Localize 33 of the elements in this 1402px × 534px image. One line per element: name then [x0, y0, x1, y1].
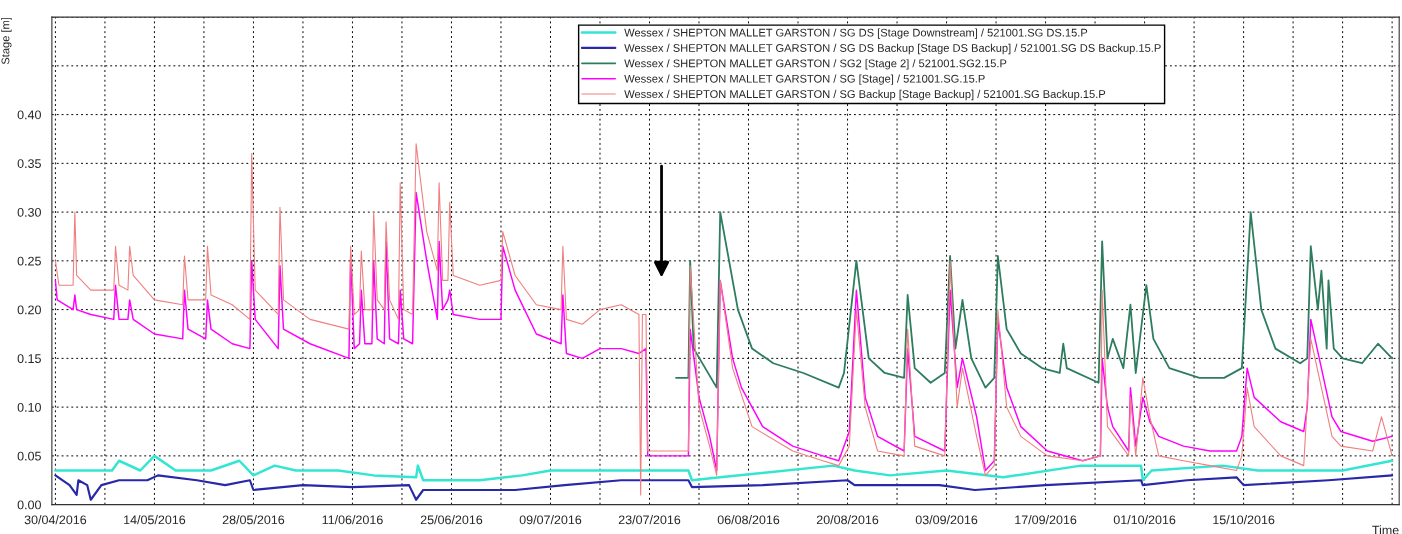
x-tick-label: 17/09/2016 [1015, 515, 1077, 525]
y-tick-label: 0.15 [17, 354, 41, 364]
y-tick-label: 0.20 [17, 305, 41, 315]
x-tick-label: 11/06/2016 [322, 515, 383, 525]
x-tick-label: 14/05/2016 [124, 515, 186, 525]
line-series [54, 454, 1394, 482]
x-axis-title: Time [1372, 525, 1399, 534]
x-tick-label: 03/09/2016 [915, 515, 978, 525]
line-series [54, 474, 1394, 501]
legend-label: Wessex / SHEPTON MALLET GARSTON / SG Backup [Stage Backup] / 521001.SG Backup.15.P [624, 89, 1106, 101]
x-tick-label: 15/10/2016 [1213, 515, 1275, 525]
y-tick-label: 0.40 [17, 110, 41, 120]
legend-label: Wessex / SHEPTON MALLET GARSTON / SG DS Backup [Stage DS Backup] / 521001.SG DS Backup.15.P [624, 43, 1161, 55]
legend-label: Wessex / SHEPTON MALLET GARSTON / SG DS [Stage Downstream] / 521001.SG DS.15.P [624, 28, 1088, 39]
y-tick-label: 0.25 [17, 256, 41, 266]
x-tick-label: 06/08/2016 [717, 515, 780, 525]
x-tick-label: 30/04/2016 [24, 515, 87, 525]
x-tick-label: 01/10/2016 [1113, 515, 1176, 525]
x-tick-label: 28/05/2016 [222, 515, 285, 525]
x-tick-label: 20/08/2016 [816, 515, 879, 525]
legend-label: Wessex / SHEPTON MALLET GARSTON / SG [Stage] / 521001.SG.15.P [624, 74, 985, 85]
y-tick-label: 0.30 [17, 207, 41, 217]
line-series [675, 211, 1394, 389]
x-tick-label: 23/07/2016 [618, 515, 681, 525]
x-tick-label: 25/06/2016 [420, 515, 483, 525]
y-tick-label: 0.35 [17, 159, 41, 168]
x-tick-label: 09/07/2016 [519, 515, 582, 525]
y-tick-label: 0.10 [17, 402, 41, 412]
y-axis-title: Stage [m] [1, 17, 12, 65]
y-tick-label: 0.05 [17, 451, 41, 461]
line-series [54, 143, 1393, 496]
legend-label: Wessex / SHEPTON MALLET GARSTON / SG2 [Stage 2] / 521001.SG2.15.P [624, 59, 1007, 70]
y-tick-label: 0.00 [17, 500, 41, 510]
